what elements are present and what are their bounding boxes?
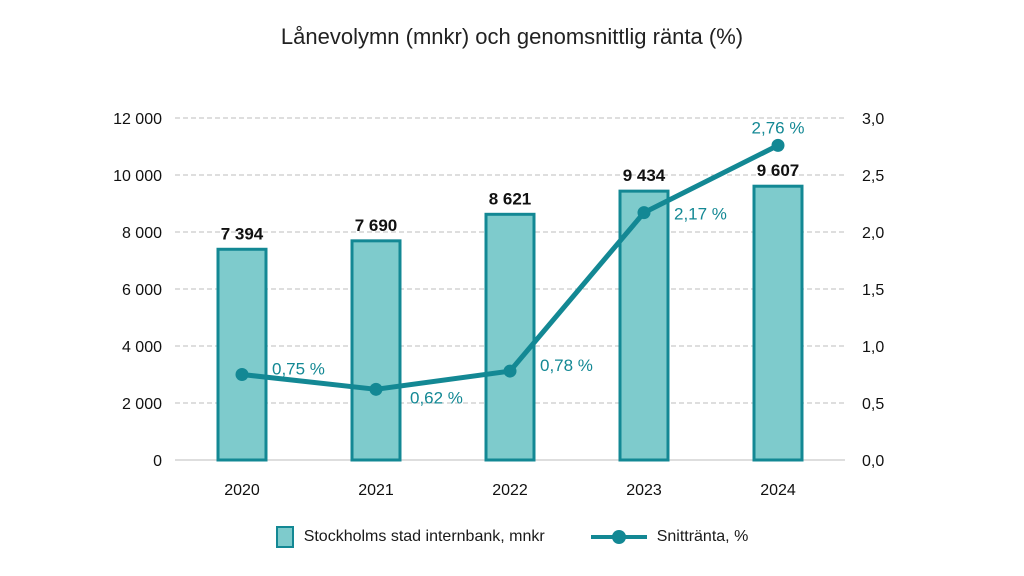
right-y-axis: 0,0 0,5 1,0 1,5 2,0 2,5 3,0 bbox=[862, 111, 884, 470]
line-point bbox=[235, 368, 249, 381]
legend-label-line: Snittränta, % bbox=[656, 528, 749, 545]
bar bbox=[618, 189, 670, 462]
legend-line-swatch bbox=[590, 526, 647, 548]
legend-item-bars: Stockholms stad internbank, mnkr bbox=[275, 526, 545, 548]
x-tick-label: 2023 bbox=[626, 482, 662, 499]
line-value-label: 2,76 % bbox=[752, 118, 805, 137]
x-tick-label: 2022 bbox=[492, 482, 528, 499]
left-y-axis: 0 2 000 4 000 6 000 8 000 10 000 12 000 bbox=[113, 111, 162, 470]
legend-label-bars: Stockholms stad internbank, mnkr bbox=[303, 528, 545, 545]
bar-series bbox=[216, 184, 804, 462]
right-tick-label: 2,5 bbox=[862, 168, 884, 185]
line-data-labels: 0,75 % 0,62 % 0,78 % 2,17 % 2,76 % bbox=[272, 118, 804, 407]
line-point bbox=[771, 138, 785, 152]
x-tick-label: 2021 bbox=[358, 482, 394, 499]
bar bbox=[752, 184, 804, 462]
left-tick-label: 6 000 bbox=[122, 282, 162, 299]
left-tick-label: 4 000 bbox=[122, 339, 162, 356]
line-point bbox=[637, 206, 651, 220]
x-tick-label: 2024 bbox=[760, 482, 796, 499]
bar bbox=[350, 239, 402, 462]
left-tick-label: 0 bbox=[153, 453, 162, 470]
line-value-label: 2,17 % bbox=[674, 205, 727, 224]
right-tick-label: 2,0 bbox=[862, 225, 884, 242]
left-tick-label: 10 000 bbox=[113, 168, 162, 185]
line-value-label: 0,62 % bbox=[410, 388, 463, 407]
line-point bbox=[503, 364, 517, 378]
right-tick-label: 0,0 bbox=[862, 453, 884, 470]
bar bbox=[484, 212, 536, 462]
left-tick-label: 8 000 bbox=[122, 225, 162, 242]
chart-title: Lånevolymn (mnkr) och genomsnittlig ränt… bbox=[280, 24, 744, 49]
bar-data-labels: 7 394 7 690 8 621 9 434 9 607 bbox=[221, 161, 800, 243]
line-point bbox=[369, 382, 383, 396]
legend-bar-swatch bbox=[275, 526, 294, 548]
right-tick-label: 0,5 bbox=[862, 396, 884, 413]
line-value-label: 0,75 % bbox=[272, 360, 325, 379]
line-series bbox=[235, 138, 785, 396]
bar-value-label: 9 434 bbox=[623, 166, 666, 185]
bar-value-label: 9 607 bbox=[757, 161, 800, 180]
x-tick-label: 2020 bbox=[224, 482, 260, 499]
legend: Stockholms stad internbank, mnkr Snitträ… bbox=[0, 526, 1024, 548]
x-axis: 2020 2021 2022 2023 2024 bbox=[224, 482, 796, 499]
bar bbox=[216, 247, 268, 462]
right-tick-label: 3,0 bbox=[862, 111, 884, 128]
bar-value-label: 7 394 bbox=[221, 224, 264, 243]
right-tick-label: 1,0 bbox=[862, 339, 884, 356]
line-value-label: 0,78 % bbox=[540, 356, 593, 375]
combo-chart: 0 2 000 4 000 6 000 8 000 10 000 12 000 0,0 0,5… bbox=[113, 111, 884, 499]
right-tick-label: 1,5 bbox=[862, 282, 884, 299]
bar-value-label: 8 621 bbox=[489, 189, 532, 208]
bar-value-label: 7 690 bbox=[355, 216, 398, 235]
left-tick-label: 12 000 bbox=[113, 111, 162, 128]
left-tick-label: 2 000 bbox=[122, 396, 162, 413]
legend-item-line: Snittränta, % bbox=[590, 526, 749, 548]
